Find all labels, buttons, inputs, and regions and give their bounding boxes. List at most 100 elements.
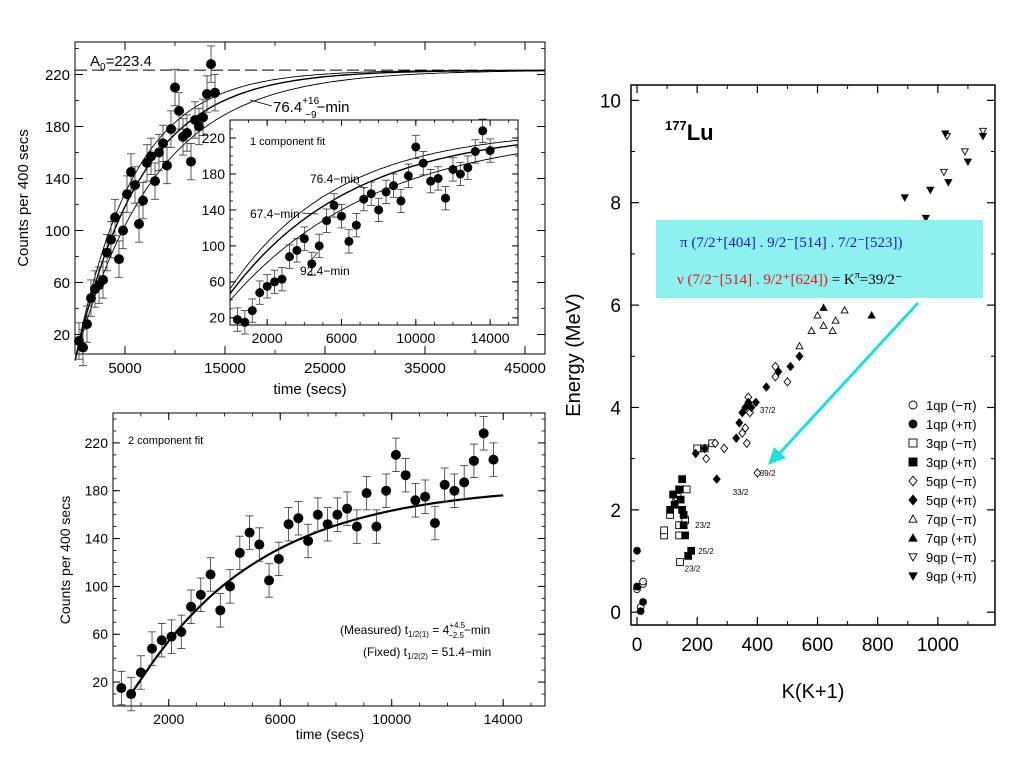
x-tick-label: 1000: [917, 635, 959, 656]
data-point: [147, 643, 158, 654]
data-point: [182, 128, 192, 138]
data-point: [720, 443, 729, 454]
data-point: [166, 124, 176, 135]
data-point: [978, 127, 988, 136]
data-point: [669, 490, 677, 499]
legend-label: 5qp (−π): [926, 474, 977, 489]
data-point: [264, 575, 275, 586]
y-tick-label: 180: [85, 483, 109, 499]
data-point: [762, 382, 771, 392]
data-point: [960, 148, 970, 156]
data-point: [747, 402, 756, 413]
x-tick-label: 15000: [204, 360, 246, 377]
y-tick-label: 20: [209, 310, 225, 326]
data-point: [270, 277, 280, 287]
data-point: [374, 205, 384, 215]
data-point: [312, 509, 323, 520]
legend-label: 7qp (+π): [926, 531, 977, 546]
data-point: [299, 234, 309, 244]
data-point: [314, 241, 324, 251]
data-point: [742, 438, 751, 449]
inset-curve-label-92: 92.4−min: [300, 264, 350, 278]
legend-label: 9qp (+π): [926, 569, 977, 584]
legend-marker: [908, 533, 918, 542]
data-point: [198, 112, 208, 123]
right-chart: 0 200 400 600 800 1000 0 2 4 6 8 10 23/2 25/2 23/2 33/…: [563, 84, 996, 703]
data-point: [371, 521, 382, 532]
right-legend: 1qp (−π) 1qp (+π) 3qp (−π) 3qp (+π) 5qp (−π)…: [908, 398, 977, 584]
data-point: [273, 553, 284, 564]
data-point: [205, 569, 216, 580]
data-point: [682, 485, 691, 494]
data-point: [126, 167, 136, 177]
data-point: [691, 448, 700, 459]
data-point: [210, 87, 220, 98]
data-point: [741, 423, 750, 433]
y-tick-label: 180: [45, 119, 70, 136]
data-point: [158, 138, 168, 149]
data-point: [381, 485, 392, 496]
data-point: [232, 315, 242, 325]
data-point: [255, 288, 265, 298]
data-point: [459, 477, 470, 488]
data-point: [636, 607, 645, 616]
x-tick-label: 14000: [484, 711, 523, 727]
data-point: [478, 428, 489, 439]
data-point: [361, 488, 372, 499]
legend-label: 1qp (+π): [926, 417, 977, 432]
y-tick-label: 20: [53, 327, 70, 344]
inset-curve-label-76: 76.4−min: [310, 172, 360, 186]
legend-label: 3qp (−π): [926, 436, 977, 451]
label-leader: [301, 212, 319, 215]
data-point: [678, 475, 686, 483]
data-point: [807, 326, 816, 334]
data-point: [926, 186, 935, 195]
data-point: [344, 236, 354, 246]
x-tick-label: 25000: [304, 360, 346, 377]
data-point: [831, 316, 840, 324]
data-point: [114, 254, 124, 265]
data-point: [426, 176, 436, 186]
data-point: [262, 281, 272, 291]
halflife-annotation: 76.4+16 −9−min: [273, 96, 350, 121]
data-point: [118, 225, 128, 236]
data-point: [711, 438, 720, 449]
data-point: [429, 518, 440, 529]
data-point: [254, 539, 265, 550]
data-point: [712, 474, 721, 484]
data-point: [786, 361, 795, 372]
data-point: [660, 526, 668, 535]
data-point: [700, 443, 709, 454]
data-point: [329, 200, 339, 210]
data-point: [215, 605, 226, 616]
data-point: [978, 133, 988, 141]
data-point: [468, 455, 479, 466]
x-tick-label: 200: [681, 635, 713, 656]
data-point: [735, 418, 744, 428]
data-point: [186, 156, 196, 167]
legend-marker: [908, 553, 918, 562]
data-point: [411, 142, 421, 152]
data-point: [82, 319, 92, 330]
y-tick-label: 180: [202, 166, 226, 182]
data-point: [86, 293, 96, 304]
data-point: [488, 454, 499, 465]
data-point: [676, 558, 684, 566]
data-point: [150, 176, 160, 187]
data-point: [162, 160, 172, 171]
data-point: [639, 598, 647, 606]
data-point: [381, 187, 391, 197]
x-tick-label: 10000: [396, 330, 435, 346]
bottom-left-xlabel: time (secs): [296, 726, 364, 742]
data-point: [485, 146, 495, 156]
data-point: [135, 667, 146, 678]
data-point: [753, 468, 762, 478]
legend-marker: [908, 400, 918, 410]
data-point: [795, 351, 804, 362]
right-title: 177Lu: [665, 118, 714, 145]
data-point: [186, 601, 197, 612]
proton-configuration: π (7/2⁺[404] . 9/2⁻[514] . 7/2⁻[523]): [680, 235, 903, 251]
top-left-chart: 5000 15000 25000 35000 45000 20 60 100 140 180 220…: [15, 41, 546, 398]
data-point: [420, 491, 431, 502]
